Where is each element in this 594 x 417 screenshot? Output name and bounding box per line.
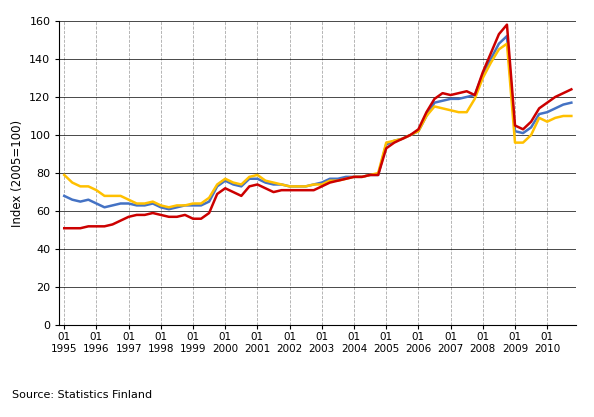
- Total turnover: [318, 180, 326, 185]
- Domestic turnover: [278, 182, 285, 187]
- Total turnover: [61, 193, 68, 198]
- Domestic turnover: [391, 138, 398, 143]
- Domestic turnover: [350, 174, 358, 179]
- Domestic turnover: [165, 205, 172, 210]
- Domestic turnover: [125, 197, 132, 202]
- Text: Source: Statistics Finland: Source: Statistics Finland: [12, 390, 152, 400]
- Domestic turnover: [61, 173, 68, 178]
- Y-axis label: Index (2005=100): Index (2005=100): [11, 120, 24, 226]
- Total turnover: [350, 174, 358, 179]
- Domestic turnover: [568, 113, 575, 118]
- Total turnover: [165, 207, 172, 212]
- Export turnover: [391, 140, 398, 145]
- Export turnover: [125, 214, 132, 219]
- Total turnover: [125, 201, 132, 206]
- Total turnover: [399, 136, 406, 141]
- Export turnover: [61, 226, 68, 231]
- Total turnover: [568, 100, 575, 105]
- Line: Domestic turnover: Domestic turnover: [64, 44, 571, 207]
- Line: Export turnover: Export turnover: [64, 25, 571, 228]
- Total turnover: [503, 34, 510, 39]
- Export turnover: [342, 176, 349, 181]
- Domestic turnover: [318, 182, 326, 187]
- Line: Total turnover: Total turnover: [64, 36, 571, 209]
- Export turnover: [310, 188, 317, 193]
- Domestic turnover: [399, 136, 406, 141]
- Total turnover: [391, 138, 398, 143]
- Export turnover: [270, 190, 277, 195]
- Export turnover: [568, 87, 575, 92]
- Domestic turnover: [503, 41, 510, 46]
- Export turnover: [503, 22, 510, 27]
- Total turnover: [278, 182, 285, 187]
- Export turnover: [383, 146, 390, 151]
